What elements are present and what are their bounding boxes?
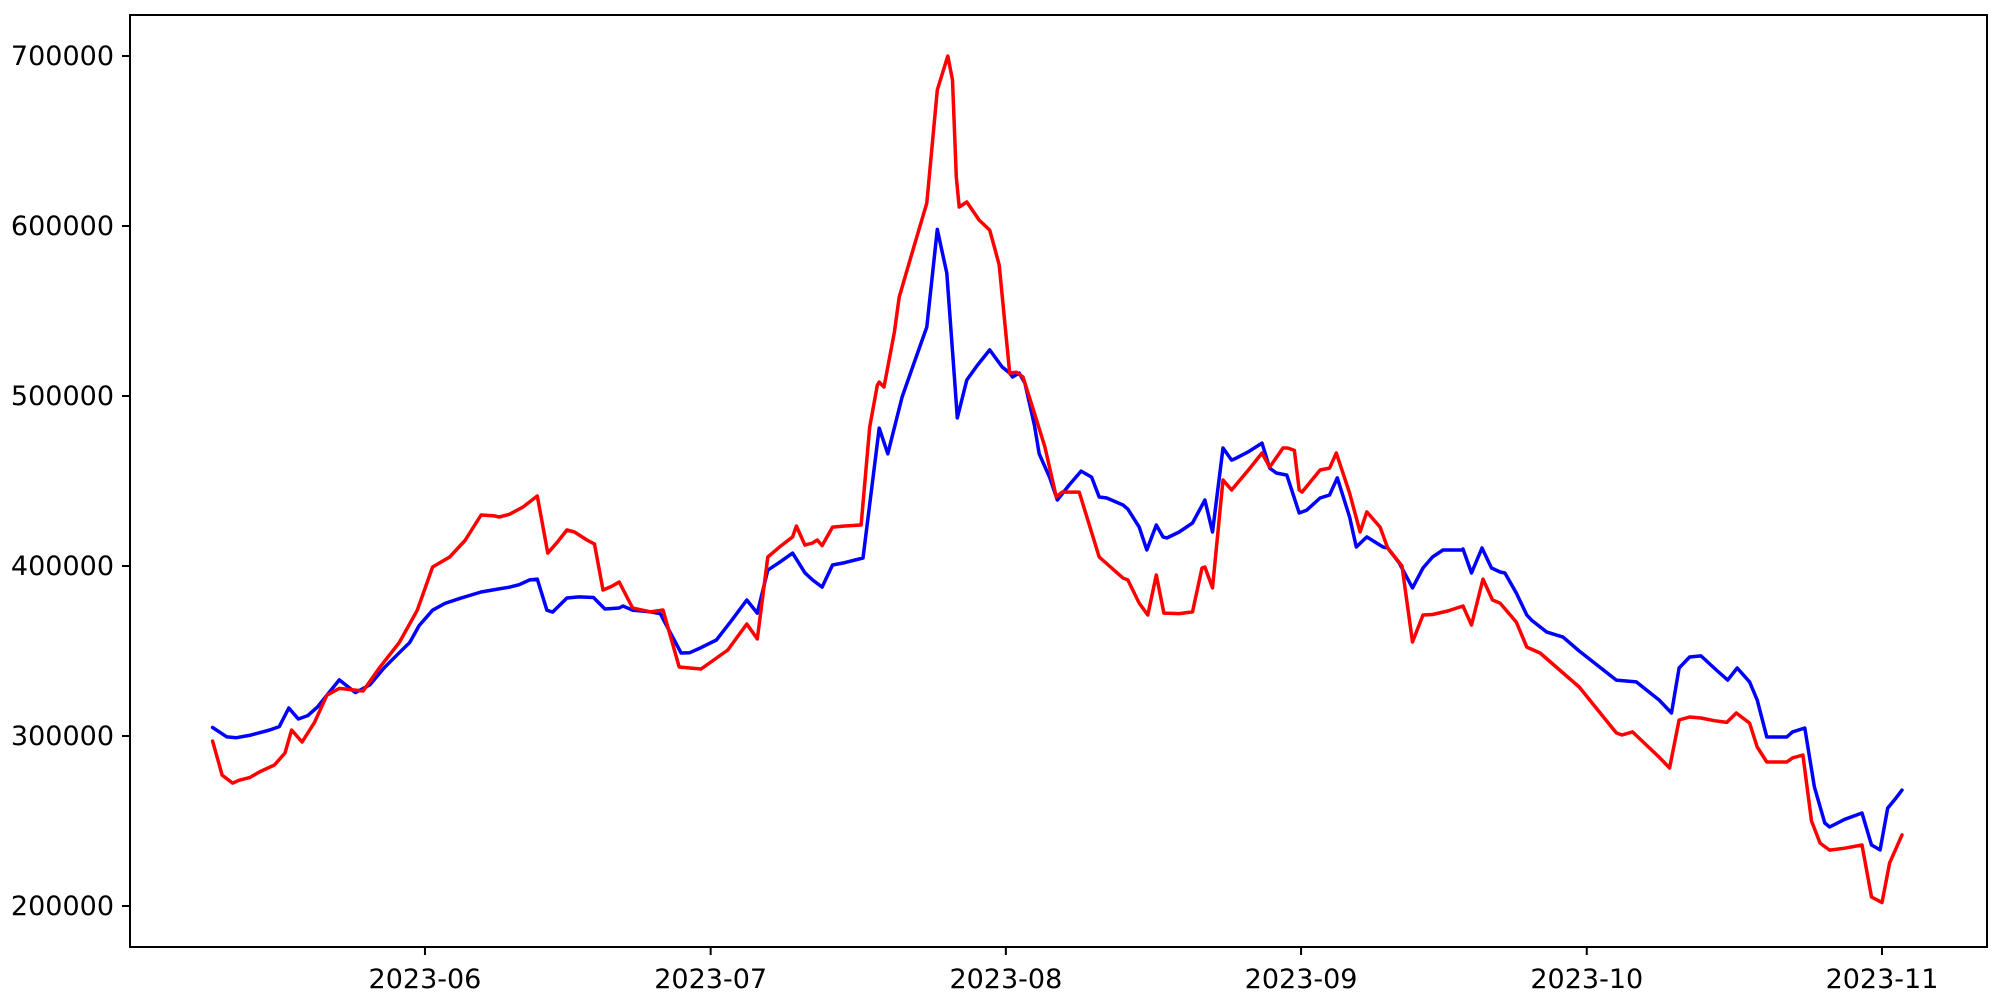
y-tick-label: 400000 xyxy=(11,551,114,582)
y-tick-label: 300000 xyxy=(11,721,114,752)
x-axis: 2023-06 2023-07 2023-08 2023-09 2023-10 2023-… xyxy=(369,947,1939,995)
red-series-line xyxy=(210,54,1904,905)
x-tick-label: 2023-08 xyxy=(949,964,1062,995)
blue-series-line xyxy=(210,227,1904,852)
y-tick-label: 700000 xyxy=(11,41,114,72)
x-tick-label: 2023-11 xyxy=(1826,964,1939,995)
series-layer xyxy=(210,54,1904,905)
x-tick-label: 2023-06 xyxy=(369,964,482,995)
y-tick-label: 500000 xyxy=(11,381,114,412)
x-tick-label: 2023-07 xyxy=(654,964,767,995)
x-tick-label: 2023-09 xyxy=(1245,964,1358,995)
plot-frame xyxy=(129,14,1988,948)
y-axis: 200000 300000 400000 500000 600000 700000 xyxy=(11,41,130,922)
x-tick-label: 2023-10 xyxy=(1530,964,1643,995)
y-tick-label: 600000 xyxy=(11,211,114,242)
y-tick-label: 200000 xyxy=(11,891,114,922)
